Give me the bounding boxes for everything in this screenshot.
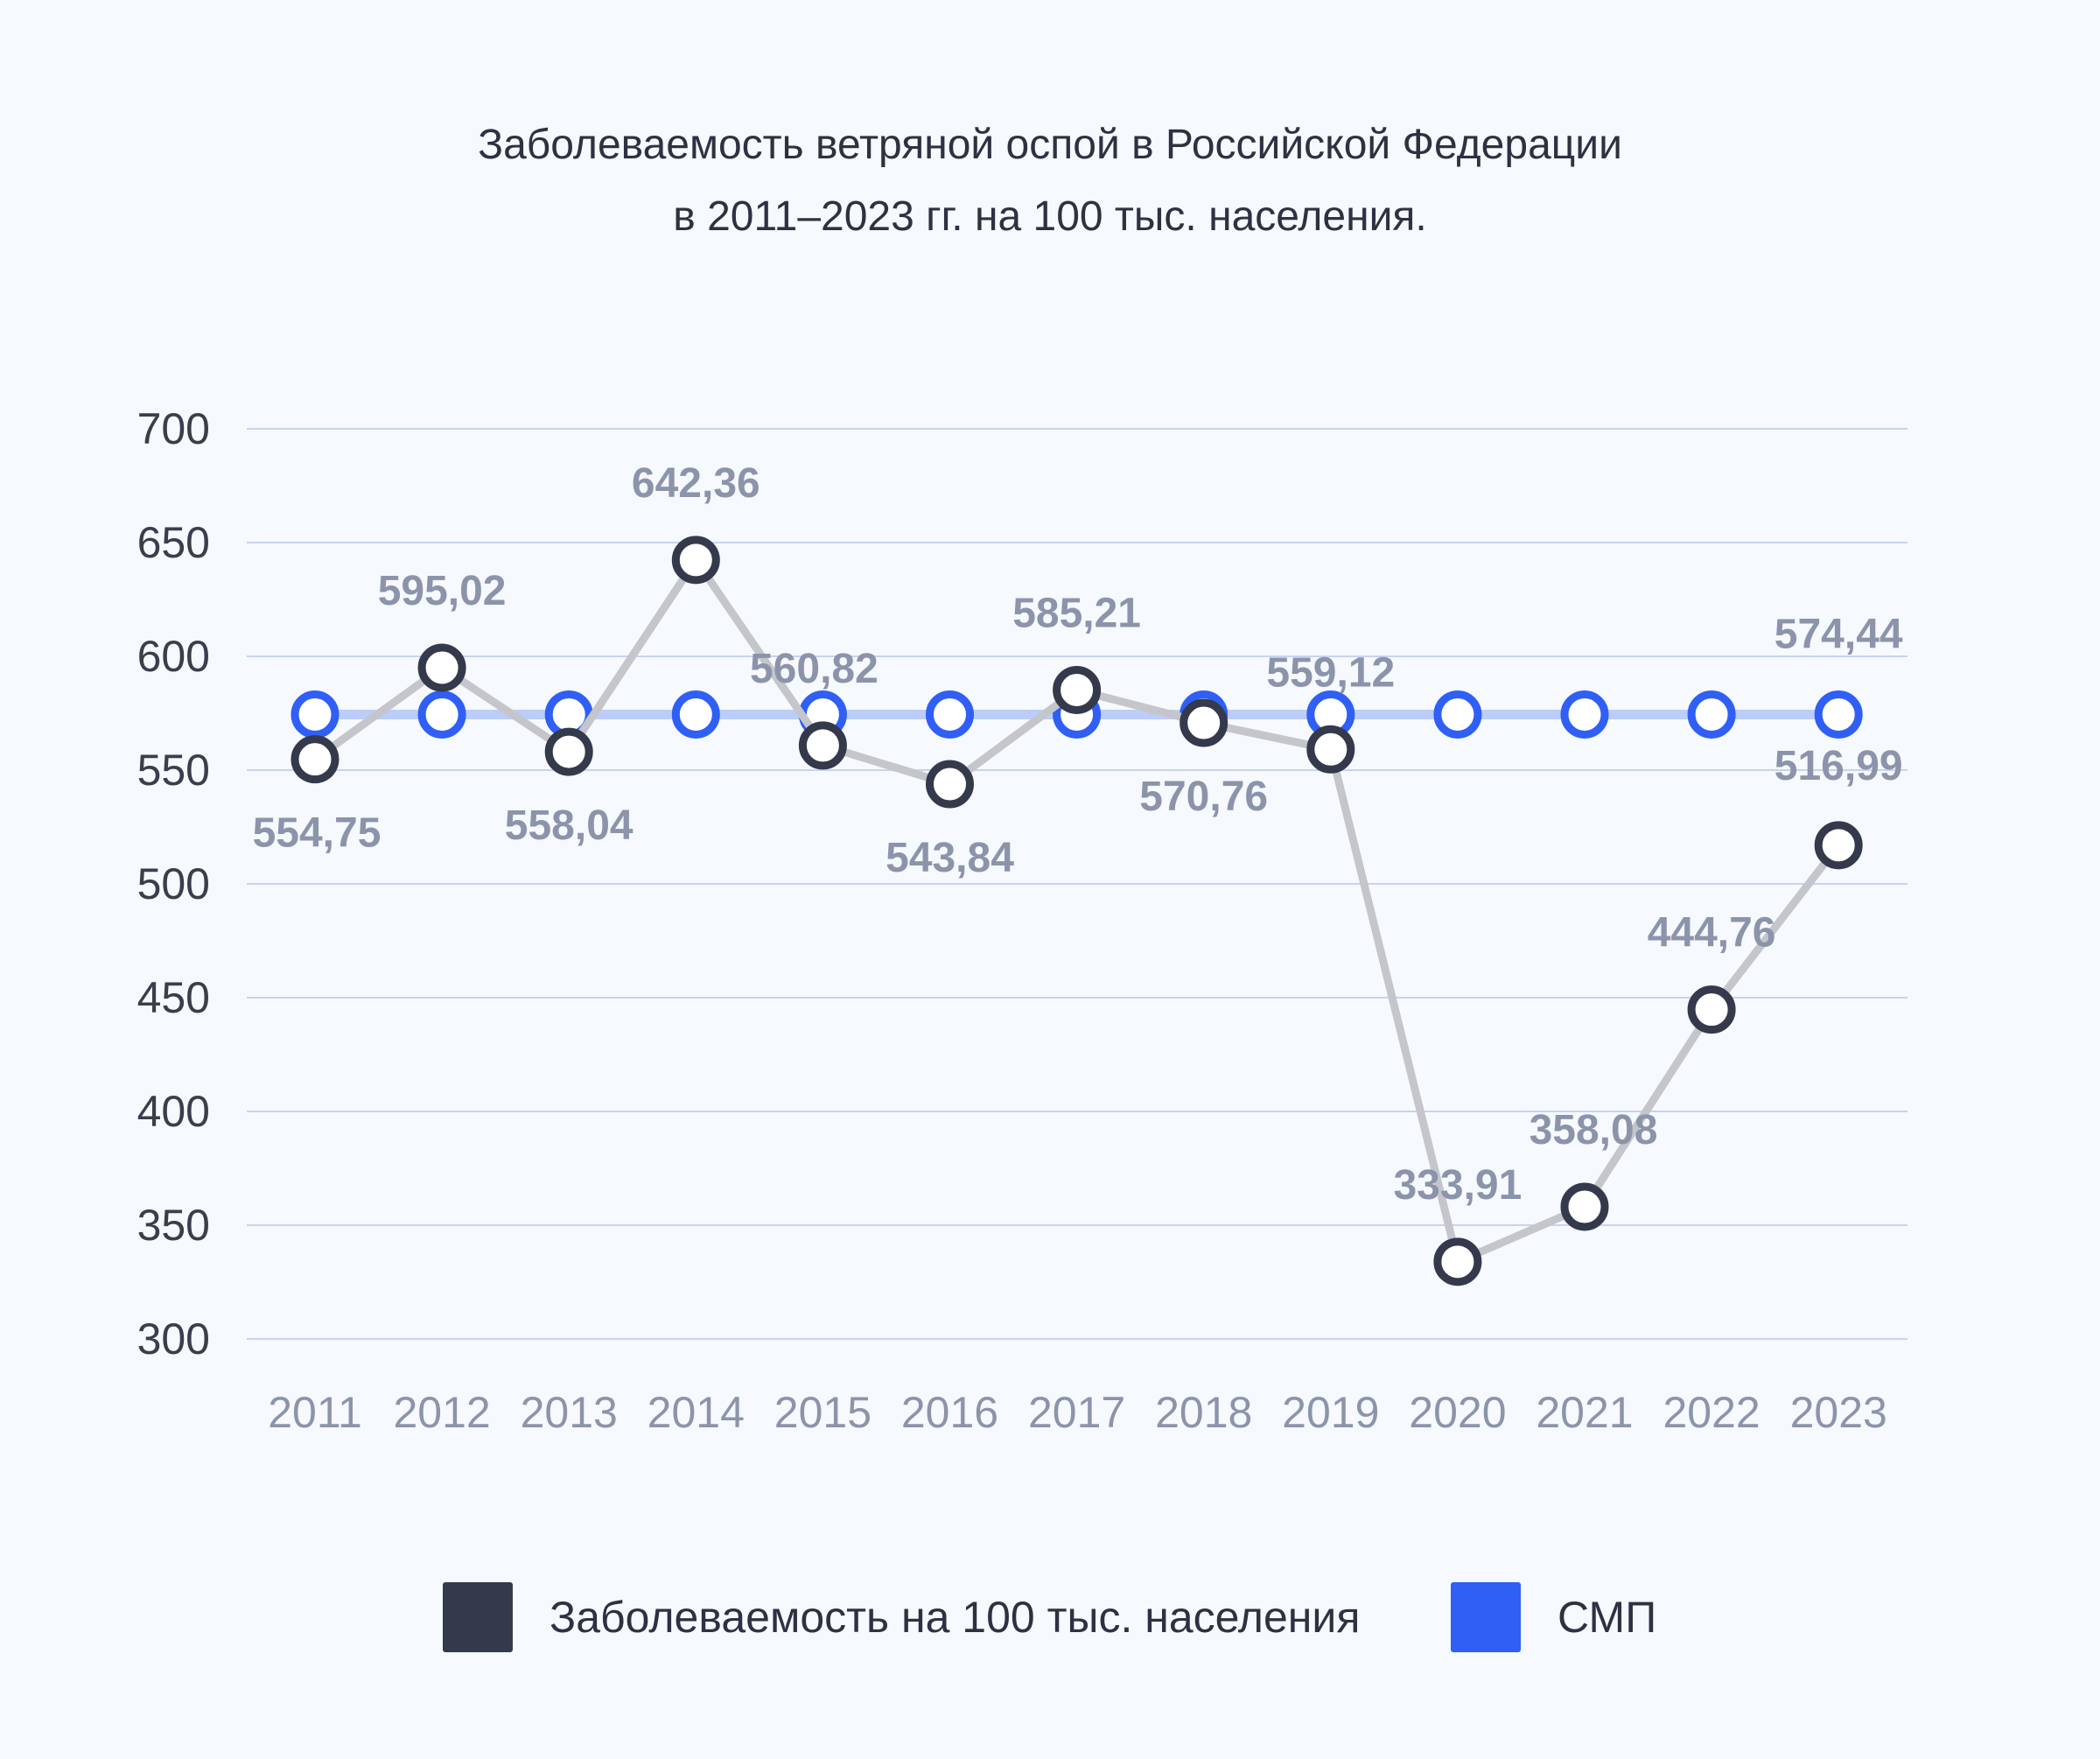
smp-point-2012 bbox=[417, 690, 466, 739]
incidence-point-2011 bbox=[290, 735, 340, 784]
chart-title: Заболеваемость ветряной оспой в Российск… bbox=[0, 109, 2100, 253]
x-tick-label-2017: 2017 bbox=[1028, 1388, 1125, 1437]
smp-point-2014 bbox=[671, 690, 720, 739]
legend: Заболеваемость на 100 тыс. населения СМП bbox=[0, 1582, 2100, 1652]
incidence-point-2021 bbox=[1560, 1182, 1609, 1231]
y-axis-tick-labels: 300 350 400 450 500 550 600 650 700 bbox=[137, 404, 210, 1363]
incidence-point-2020 bbox=[1433, 1237, 1482, 1286]
data-label-incidence-2023: 516,99 bbox=[1774, 743, 1903, 789]
y-tick-label-600: 600 bbox=[137, 632, 210, 681]
y-tick-label-500: 500 bbox=[137, 859, 210, 908]
x-tick-label-2018: 2018 bbox=[1155, 1388, 1252, 1437]
y-tick-label-650: 650 bbox=[137, 518, 210, 567]
smp-point-2022 bbox=[1687, 690, 1736, 739]
incidence-series-line bbox=[312, 556, 1842, 1266]
y-tick-label-700: 700 bbox=[137, 404, 210, 453]
chart-title-line-2: в 2011–2023 гг. на 100 тыс. населения. bbox=[673, 193, 1427, 240]
x-tick-label-2019: 2019 bbox=[1282, 1388, 1379, 1437]
incidence-point-2019 bbox=[1306, 725, 1355, 774]
x-tick-label-2015: 2015 bbox=[774, 1388, 872, 1437]
y-tick-label-300: 300 bbox=[137, 1314, 210, 1363]
incidence-point-2015 bbox=[798, 721, 847, 770]
legend-item-smp: СМП bbox=[1451, 1582, 1656, 1652]
data-label-incidence-2020: 333,91 bbox=[1393, 1162, 1522, 1209]
data-label-incidence-2019: 559,12 bbox=[1266, 649, 1395, 696]
legend-item-incidence: Заболеваемость на 100 тыс. населения bbox=[443, 1582, 1360, 1652]
data-label-incidence-2014: 642,36 bbox=[632, 460, 760, 507]
data-label-incidence-2012: 595,02 bbox=[378, 568, 507, 614]
smp-point-2016 bbox=[926, 690, 974, 739]
smp-point-2021 bbox=[1560, 690, 1609, 739]
data-label-incidence-2021: 358,08 bbox=[1530, 1107, 1658, 1153]
legend-swatch-smp bbox=[1451, 1582, 1521, 1652]
x-tick-label-2011: 2011 bbox=[268, 1388, 362, 1437]
smp-point-2020 bbox=[1433, 690, 1482, 739]
data-label-incidence-2015: 560,82 bbox=[750, 646, 878, 692]
x-tick-label-2012: 2012 bbox=[393, 1388, 490, 1437]
incidence-series bbox=[290, 536, 1863, 1286]
x-axis-tick-labels: 2011 2012 2013 2014 2015 2016 2017 2018 2019 2020… bbox=[268, 1388, 1887, 1437]
y-tick-label-450: 450 bbox=[137, 973, 210, 1022]
x-tick-label-2014: 2014 bbox=[648, 1388, 745, 1437]
incidence-point-2018 bbox=[1180, 698, 1228, 747]
incidence-point-2012 bbox=[417, 643, 466, 692]
x-tick-label-2021: 2021 bbox=[1536, 1388, 1633, 1437]
incidence-point-2022 bbox=[1687, 985, 1736, 1034]
data-label-smp-2023: 574,44 bbox=[1774, 611, 1903, 657]
incidence-point-2014 bbox=[671, 536, 720, 585]
y-tick-label-550: 550 bbox=[137, 746, 210, 795]
incidence-point-2023 bbox=[1814, 821, 1863, 870]
smp-point-2011 bbox=[290, 690, 340, 739]
data-label-incidence-2013: 558,04 bbox=[505, 802, 634, 849]
x-tick-label-2016: 2016 bbox=[901, 1388, 998, 1437]
data-label-incidence-2011: 554,75 bbox=[253, 810, 382, 857]
data-label-incidence-2022: 444,76 bbox=[1648, 910, 1776, 957]
x-tick-label-2020: 2020 bbox=[1409, 1388, 1506, 1437]
y-tick-label-350: 350 bbox=[137, 1201, 210, 1250]
legend-label-incidence: Заболеваемость на 100 тыс. населения bbox=[550, 1593, 1361, 1642]
x-tick-label-2022: 2022 bbox=[1662, 1388, 1760, 1437]
y-tick-label-400: 400 bbox=[137, 1087, 210, 1136]
data-label-incidence-2017: 585,21 bbox=[1012, 590, 1141, 636]
data-label-incidence-2018: 570,76 bbox=[1139, 774, 1268, 820]
gridlines bbox=[247, 428, 1908, 1340]
x-tick-label-2013: 2013 bbox=[521, 1388, 618, 1437]
smp-point-2023 bbox=[1814, 690, 1863, 739]
incidence-point-2016 bbox=[926, 760, 974, 809]
legend-swatch-incidence bbox=[443, 1582, 513, 1652]
data-label-incidence-2016: 543,84 bbox=[886, 835, 1014, 881]
legend-label-smp: СМП bbox=[1558, 1593, 1657, 1642]
incidence-point-2013 bbox=[544, 727, 593, 776]
data-labels: 554,75 595,02 558,04 642,36 560,82 543,84 585,… bbox=[253, 460, 1903, 1209]
x-tick-label-2023: 2023 bbox=[1790, 1388, 1887, 1437]
incidence-point-2017 bbox=[1053, 665, 1102, 714]
chart-title-line-1: Заболеваемость ветряной оспой в Российск… bbox=[478, 122, 1622, 168]
